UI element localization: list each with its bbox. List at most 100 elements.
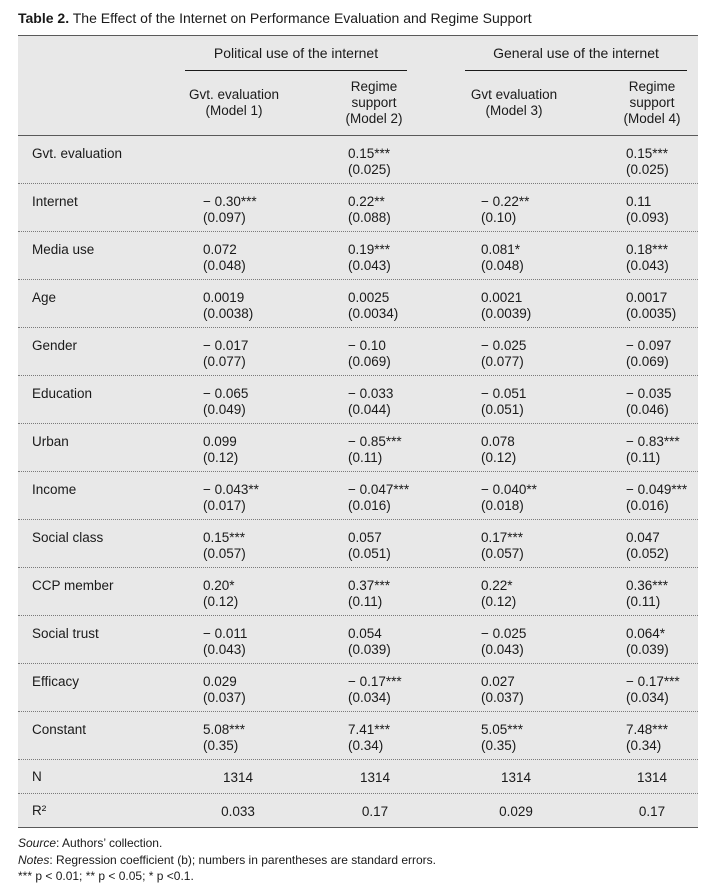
- summary-cell: 0.029: [499, 804, 533, 819]
- summary-cell: 1314: [359, 770, 391, 785]
- std-error: (0.11): [626, 450, 661, 465]
- coef-cell: − 0.043** (0.017): [203, 482, 259, 514]
- coef-cell: − 0.83*** (0.11): [626, 434, 680, 466]
- notes-line: Notes: Regression coefficient (b); numbe…: [18, 852, 436, 869]
- coef-cell: − 0.047*** (0.016): [348, 482, 409, 514]
- coef-cell: 0.057 (0.051): [348, 530, 391, 562]
- std-error: (0.052): [626, 546, 669, 561]
- coef-cell: 0.054 (0.039): [348, 626, 391, 658]
- std-error: (0.12): [481, 450, 517, 465]
- header-groups-row: Political use of the internet General us…: [18, 36, 698, 73]
- coef-value: 0.057: [348, 530, 382, 545]
- coef-value: − 0.017: [203, 338, 249, 353]
- coef-value: 0.17***: [481, 530, 524, 545]
- std-error: (0.0034): [348, 306, 399, 321]
- coef-cell: − 0.051 (0.051): [481, 386, 526, 418]
- coef-value: − 0.30***: [203, 194, 257, 209]
- coef-cell: 0.15*** (0.025): [348, 146, 391, 178]
- coef-value: 5.08***: [203, 722, 246, 737]
- std-error: (0.093): [626, 210, 669, 225]
- table-body: Gvt. evaluation 0.15*** (0.025) 0.15*** (0…: [18, 136, 698, 827]
- coef-cell: − 0.049*** (0.016): [626, 482, 687, 514]
- coef-value: − 0.22**: [481, 194, 530, 209]
- coef-value: 0.22**: [348, 194, 385, 209]
- coef-cell: 0.0025 (0.0034): [348, 290, 398, 322]
- table-caption-title: The Effect of the Internet on Performanc…: [72, 10, 532, 26]
- coef-cell: 0.22* (0.12): [481, 578, 516, 610]
- coef-value: 0.15***: [203, 530, 246, 545]
- coef-value: − 0.097: [626, 338, 672, 353]
- column-header-line: (Model 1): [205, 103, 263, 118]
- std-error: (0.12): [481, 594, 517, 609]
- coef-value: 7.48***: [626, 722, 669, 737]
- row-label: Internet: [32, 194, 78, 209]
- std-error: (0.11): [626, 594, 661, 609]
- std-error: (0.025): [626, 162, 669, 177]
- coef-value: − 0.85***: [348, 434, 402, 449]
- summary-cell: 0.033: [221, 804, 255, 819]
- coef-cell: − 0.025 (0.077): [481, 338, 526, 370]
- notes-label: Notes: [18, 852, 50, 867]
- table-row: Internet − 0.30*** (0.097) 0.22** (0.088) …: [18, 184, 698, 232]
- group-rule-political: [185, 70, 407, 71]
- std-error: (0.039): [348, 642, 391, 657]
- table-row: Age 0.0019 (0.0038) 0.0025 (0.0034) 0.0021…: [18, 280, 698, 328]
- table-row: Gender − 0.017 (0.077) − 0.10 (0.069) − 0.…: [18, 328, 698, 376]
- std-error: (0.34): [626, 738, 662, 753]
- row-label: CCP member: [32, 578, 114, 593]
- coef-cell: 0.15*** (0.025): [626, 146, 669, 178]
- coef-cell: − 0.17*** (0.034): [626, 674, 680, 706]
- header-columns-row: Gvt. evaluation (Model 1) Regime support…: [18, 73, 698, 136]
- table-row: Gvt. evaluation 0.15*** (0.025) 0.15*** (0…: [18, 136, 698, 184]
- coef-value: 0.15***: [626, 146, 669, 161]
- column-header-line: (Model 4): [623, 111, 681, 126]
- column-header-model-2: Regime support (Model 2): [336, 79, 412, 127]
- coef-value: − 0.049***: [626, 482, 688, 497]
- coef-value: 0.11: [626, 194, 652, 209]
- coef-value: 0.064*: [626, 626, 666, 641]
- row-label: Efficacy: [32, 674, 80, 689]
- summary-cell: 1314: [500, 770, 532, 785]
- column-header-model-1: Gvt. evaluation (Model 1): [178, 87, 290, 119]
- regression-table: Political use of the internet General us…: [18, 35, 698, 828]
- summary-row-n: N 1314 1314 1314 1314: [18, 760, 698, 794]
- coef-cell: 0.37*** (0.11): [348, 578, 390, 610]
- std-error: (0.016): [348, 498, 391, 513]
- std-error: (0.016): [626, 498, 669, 513]
- table-row: Education − 0.065 (0.049) − 0.033 (0.044) …: [18, 376, 698, 424]
- coef-value: 0.099: [203, 434, 237, 449]
- coef-value: 7.41***: [348, 722, 391, 737]
- column-header-line: (Model 3): [485, 103, 543, 118]
- coef-cell: 5.05*** (0.35): [481, 722, 523, 754]
- std-error: (0.097): [203, 210, 246, 225]
- source-note: Source: Authors’ collection.: [18, 835, 436, 852]
- coef-value: − 0.065: [203, 386, 249, 401]
- coef-cell: 0.19*** (0.043): [348, 242, 391, 274]
- coef-value: 0.0017: [626, 290, 668, 305]
- std-error: (0.12): [203, 450, 239, 465]
- coef-cell: 7.41*** (0.34): [348, 722, 390, 754]
- coef-cell: − 0.17*** (0.034): [348, 674, 402, 706]
- summary-cell: 1314: [636, 770, 668, 785]
- coef-cell: 0.18*** (0.043): [626, 242, 669, 274]
- std-error: (0.051): [481, 402, 524, 417]
- coef-value: − 0.047***: [348, 482, 410, 497]
- group-header-general: General use of the internet: [493, 45, 659, 61]
- coef-cell: 0.0017 (0.0035): [626, 290, 676, 322]
- std-error: (0.057): [203, 546, 246, 561]
- std-error: (0.35): [481, 738, 517, 753]
- table-caption-label: Table 2.: [18, 10, 70, 26]
- std-error: (0.10): [481, 210, 517, 225]
- std-error: (0.034): [348, 690, 391, 705]
- table-row: Constant 5.08*** (0.35) 7.41*** (0.34) 5.0…: [18, 712, 698, 760]
- coef-value: 0.047: [626, 530, 660, 545]
- coef-cell: 0.22** (0.088): [348, 194, 391, 226]
- std-error: (0.0039): [481, 306, 532, 321]
- summary-cell: 0.17: [638, 804, 666, 819]
- row-label: Social trust: [32, 626, 99, 641]
- column-header-line: support: [351, 95, 397, 110]
- row-label: Gender: [32, 338, 78, 353]
- column-header-model-3: Gvt evaluation (Model 3): [458, 87, 570, 119]
- std-error: (0.043): [626, 258, 669, 273]
- coef-cell: 0.072 (0.048): [203, 242, 246, 274]
